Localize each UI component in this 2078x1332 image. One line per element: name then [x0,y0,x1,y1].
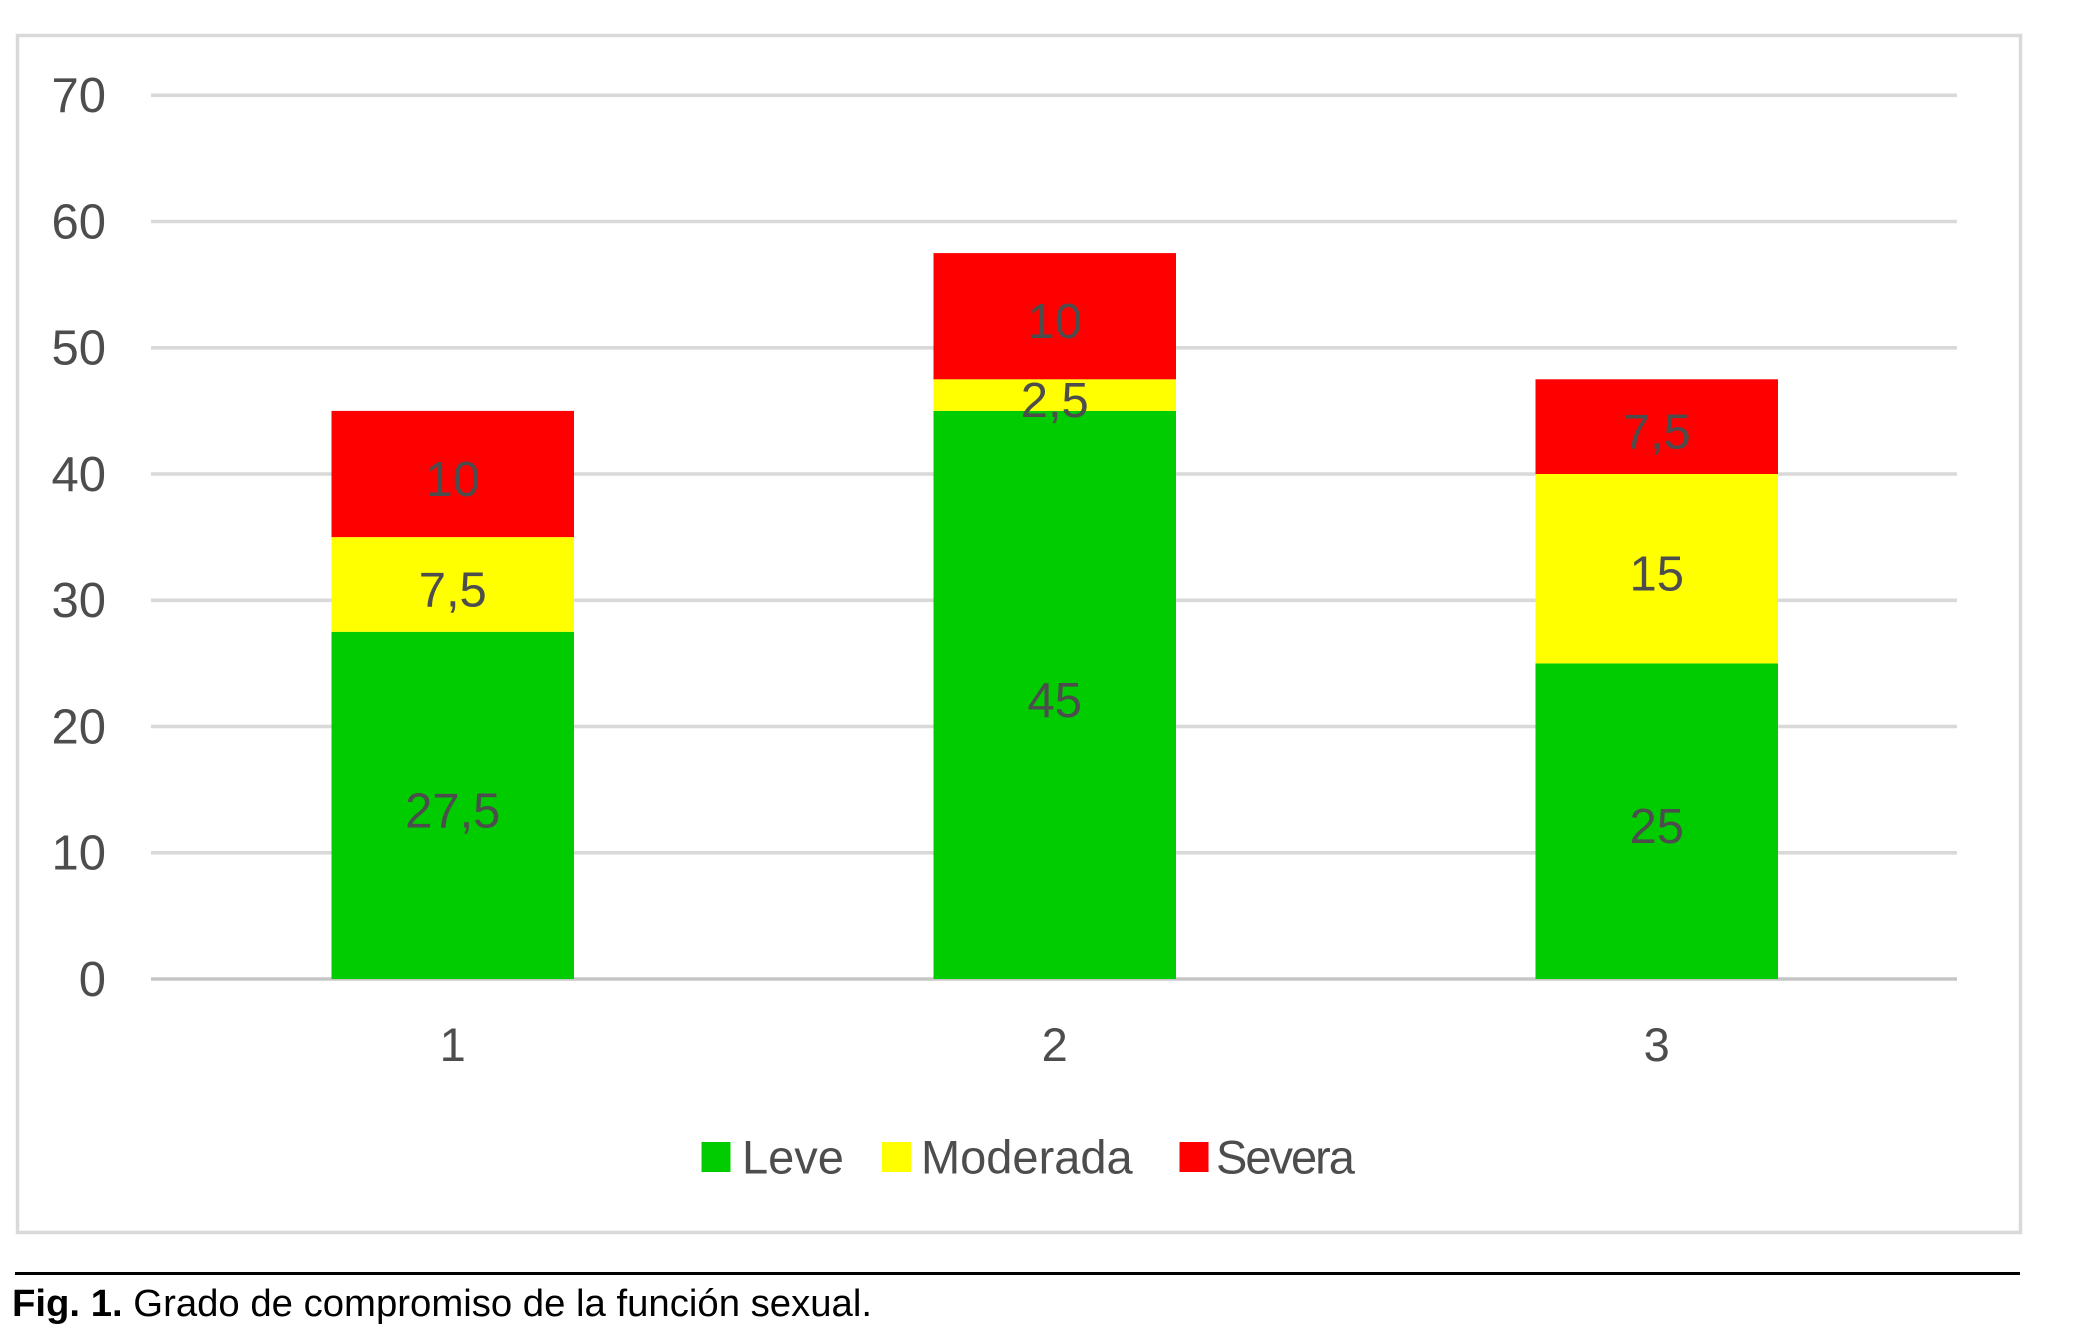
svg-text:10: 10 [1027,295,1082,349]
svg-text:45: 45 [1027,674,1082,728]
svg-text:10: 10 [51,827,106,881]
svg-text:2: 2 [1042,1018,1068,1071]
svg-text:Fig. 1. Grado de compromiso de: Fig. 1. Grado de compromiso de la funció… [12,1282,872,1325]
svg-text:70: 70 [51,69,106,123]
svg-text:7,5: 7,5 [419,564,487,618]
svg-text:60: 60 [51,195,106,249]
svg-text:30: 30 [51,574,106,628]
svg-text:25: 25 [1629,800,1684,854]
svg-text:27,5: 27,5 [405,784,500,838]
svg-text:Severa: Severa [1216,1131,1356,1184]
svg-text:2,5: 2,5 [1021,374,1089,428]
svg-text:10: 10 [425,453,480,507]
svg-text:3: 3 [1644,1018,1670,1071]
svg-text:7,5: 7,5 [1623,406,1691,460]
svg-text:1: 1 [440,1018,466,1071]
svg-text:Moderada: Moderada [921,1131,1133,1184]
svg-text:0: 0 [79,953,106,1007]
svg-text:40: 40 [51,448,106,502]
svg-text:15: 15 [1629,548,1684,602]
svg-text:50: 50 [51,322,106,376]
svg-text:Leve: Leve [742,1131,844,1184]
svg-text:20: 20 [51,700,106,754]
